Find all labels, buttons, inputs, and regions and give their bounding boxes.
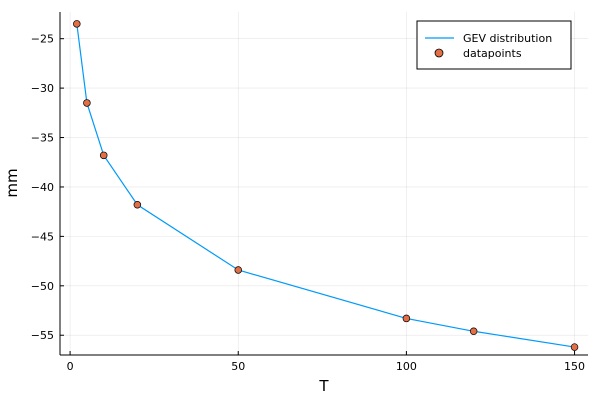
y-tick-label: −30 bbox=[31, 82, 54, 95]
x-tick-label: 100 bbox=[396, 360, 417, 373]
gev-line-series bbox=[76, 23, 575, 348]
datapoint bbox=[73, 20, 81, 28]
x-tick-label: 50 bbox=[231, 360, 245, 373]
y-tick-label: −55 bbox=[31, 329, 54, 342]
y-tick-label: −45 bbox=[31, 230, 54, 243]
y-axis-label: mm bbox=[3, 168, 21, 197]
x-tick-label: 150 bbox=[564, 360, 585, 373]
y-tick-label: −25 bbox=[31, 33, 54, 46]
gev-line bbox=[76, 23, 575, 348]
y-tick-label: −35 bbox=[31, 132, 54, 145]
datapoint bbox=[402, 314, 411, 323]
y-tick-label: −40 bbox=[31, 181, 54, 194]
datapoint bbox=[234, 266, 242, 274]
legend-label-datapoints: datapoints bbox=[463, 47, 522, 60]
x-axis-label: T bbox=[318, 377, 329, 395]
datapoint bbox=[99, 151, 108, 160]
axes bbox=[59, 12, 588, 356]
grid bbox=[60, 12, 588, 355]
y-ticks: −55 −50 −45 −40 −35 −30 −25 bbox=[31, 33, 64, 342]
datapoint bbox=[83, 99, 91, 107]
legend-box bbox=[416, 20, 572, 70]
datapoint bbox=[469, 327, 478, 336]
legend: GEV distribution datapoints bbox=[416, 20, 572, 70]
y-tick-label: −50 bbox=[31, 280, 54, 293]
legend-point-swatch bbox=[434, 48, 444, 58]
x-ticks: 0 50 100 150 bbox=[67, 351, 585, 373]
datapoint bbox=[570, 343, 579, 351]
datapoints-series bbox=[73, 20, 579, 351]
datapoint bbox=[133, 201, 142, 209]
x-tick-label: 0 bbox=[67, 360, 74, 373]
legend-label-gev: GEV distribution bbox=[463, 32, 552, 45]
